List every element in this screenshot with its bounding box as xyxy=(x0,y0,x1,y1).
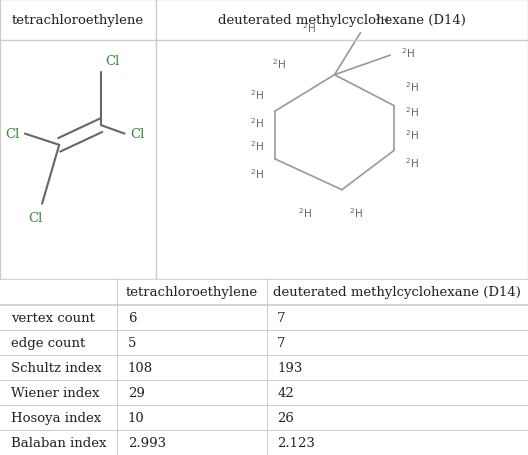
Text: 29: 29 xyxy=(128,386,145,399)
Text: tetrachloroethylene: tetrachloroethylene xyxy=(126,286,258,299)
Text: $^2$H: $^2$H xyxy=(401,46,415,60)
Text: $^2$H: $^2$H xyxy=(272,57,286,71)
Text: 5: 5 xyxy=(128,336,136,349)
Text: $^2$H: $^2$H xyxy=(250,167,263,180)
Text: $^2$H: $^2$H xyxy=(405,127,419,141)
Text: tetrachloroethylene: tetrachloroethylene xyxy=(12,14,144,27)
Text: deuterated methylcyclohexane (D14): deuterated methylcyclohexane (D14) xyxy=(274,286,521,299)
Text: 193: 193 xyxy=(277,361,303,374)
Text: $^2$H: $^2$H xyxy=(375,13,389,26)
Text: vertex count: vertex count xyxy=(11,311,95,324)
Text: deuterated methylcyclohexane (D14): deuterated methylcyclohexane (D14) xyxy=(218,14,466,27)
Text: 2.993: 2.993 xyxy=(128,436,166,449)
Text: $^2$H: $^2$H xyxy=(302,21,316,35)
Text: Hosoya index: Hosoya index xyxy=(11,411,101,424)
Text: 2.123: 2.123 xyxy=(277,436,315,449)
Text: Schultz index: Schultz index xyxy=(11,361,101,374)
Text: 26: 26 xyxy=(277,411,294,424)
Text: $^2$H: $^2$H xyxy=(250,116,263,130)
Text: $^2$H: $^2$H xyxy=(250,139,263,152)
Text: $^2$H: $^2$H xyxy=(405,156,419,169)
Text: 42: 42 xyxy=(277,386,294,399)
Text: 7: 7 xyxy=(277,311,286,324)
Text: 108: 108 xyxy=(128,361,153,374)
Text: $^2$H: $^2$H xyxy=(298,206,312,220)
Text: Cl: Cl xyxy=(29,212,43,225)
Text: Balaban index: Balaban index xyxy=(11,436,106,449)
Text: Wiener index: Wiener index xyxy=(11,386,99,399)
Text: $^2$H: $^2$H xyxy=(250,88,263,102)
Text: $^2$H: $^2$H xyxy=(350,206,363,220)
Text: $^2$H: $^2$H xyxy=(405,80,419,94)
Text: edge count: edge count xyxy=(11,336,85,349)
Text: 6: 6 xyxy=(128,311,136,324)
Text: Cl: Cl xyxy=(105,55,119,68)
Text: Cl: Cl xyxy=(130,128,144,141)
Text: $^2$H: $^2$H xyxy=(405,105,419,119)
Text: Cl: Cl xyxy=(5,128,20,141)
Text: 10: 10 xyxy=(128,411,145,424)
Text: 7: 7 xyxy=(277,336,286,349)
